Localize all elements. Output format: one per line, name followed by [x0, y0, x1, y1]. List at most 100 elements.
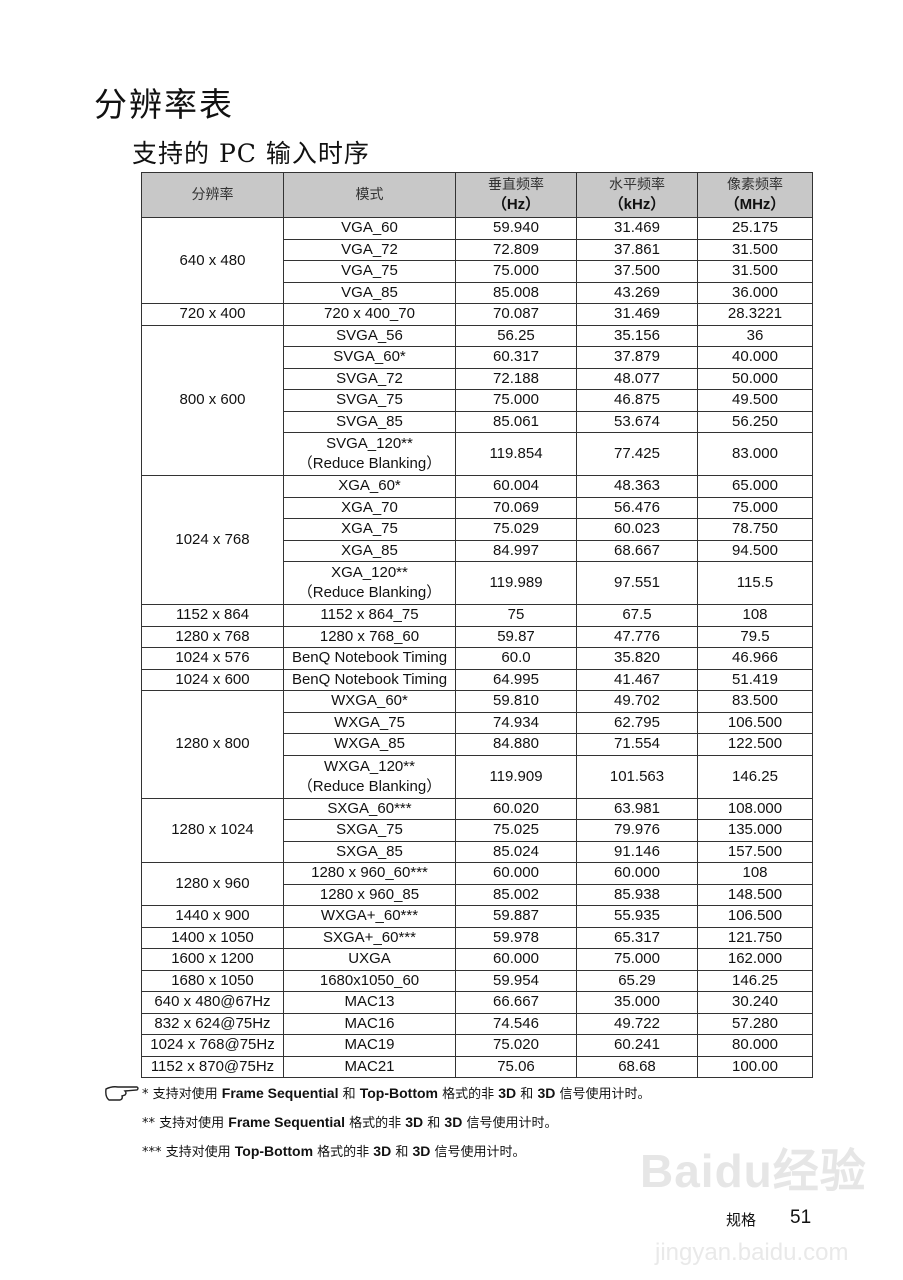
horizontal-freq-cell: 41.467	[576, 668, 698, 691]
horizontal-freq-cell: 68.68	[576, 1055, 698, 1078]
horizontal-freq-cell: 56.476	[576, 496, 698, 519]
footnote-segment: 信号使用计时。	[555, 1087, 651, 1102]
vertical-freq-cell: 60.000	[455, 948, 577, 971]
horizontal-freq-cell: 97.551	[576, 561, 698, 605]
resolution-cell: 1280 x 960	[141, 862, 284, 906]
mode-cell: XGA_120** （Reduce Blanking）	[283, 561, 456, 605]
mode-cell: 1152 x 864_75	[283, 604, 456, 627]
vertical-freq-cell: 56.25	[455, 324, 577, 347]
vertical-freq-cell: 85.024	[455, 840, 577, 863]
footnote-segment: 3D	[498, 1085, 517, 1101]
footnote-segment: Frame Sequential	[228, 1114, 345, 1130]
table-row: 1152 x 870@75Hz MAC21 75.06 68.68 100.00	[141, 1055, 813, 1078]
horizontal-freq-cell: 48.363	[576, 475, 698, 498]
pixel-freq-cell: 31.500	[697, 238, 813, 261]
resolution-cell: 640 x 480@67Hz	[141, 991, 284, 1014]
footnote-segment: ** 支持对使用	[142, 1116, 229, 1131]
horizontal-freq-cell: 62.795	[576, 711, 698, 734]
resolution-cell: 832 x 624@75Hz	[141, 1012, 284, 1035]
horizontal-freq-cell: 49.702	[576, 690, 698, 713]
table-row: 720 x 400 720 x 400_70 70.087 31.469 28.3221	[141, 303, 813, 326]
horizontal-freq-cell: 79.976	[576, 819, 698, 842]
horizontal-freq-cell: 53.674	[576, 410, 698, 433]
pixel-freq-cell: 79.5	[697, 625, 813, 648]
vertical-freq-cell: 59.810	[455, 690, 577, 713]
vertical-freq-cell: 119.909	[455, 754, 577, 799]
vertical-freq-cell: 84.997	[455, 539, 577, 562]
pixel-freq-cell: 31.500	[697, 260, 813, 283]
content: 分辨率 模式 垂直频率 （Hz） 水平频率 （kHz） 像素频率 （MHz） 640 x 48…	[104, 172, 864, 1169]
pixel-freq-cell: 78.750	[697, 518, 813, 541]
vertical-freq-cell: 75.000	[455, 389, 577, 412]
mode-cell: VGA_85	[283, 281, 456, 304]
mode-cell: WXGA_85	[283, 733, 456, 756]
vertical-freq-cell: 75.020	[455, 1034, 577, 1057]
vertical-freq-cell: 74.546	[455, 1012, 577, 1035]
footnote-segment: 和	[338, 1087, 360, 1102]
pixel-freq-cell: 46.966	[697, 647, 813, 670]
resolution-cell: 1024 x 576	[141, 647, 284, 670]
footnote-segment: 和	[423, 1116, 445, 1131]
table-row: XGA_70 70.069 56.476 75.000	[142, 496, 813, 519]
resolution-cell: 1024 x 768	[141, 475, 284, 605]
pixel-freq-cell: 121.750	[697, 926, 813, 949]
horizontal-freq-cell: 91.146	[576, 840, 698, 863]
table-row: 1024 x 768@75Hz MAC19 75.020 60.241 80.000	[141, 1034, 813, 1057]
vertical-freq-cell: 74.934	[455, 711, 577, 734]
mode-cell: XGA_85	[283, 539, 456, 562]
footnote-segment: Top-Bottom	[359, 1085, 438, 1101]
horizontal-freq-cell: 31.469	[576, 303, 698, 326]
footnote-segment: 3D	[373, 1143, 392, 1159]
pixel-freq-cell: 56.250	[697, 410, 813, 433]
footnote-segment: Top-Bottom	[234, 1143, 314, 1159]
footnote: * 支持对使用 Frame Sequential 和 Top-Bottom 格式…	[142, 1082, 864, 1106]
table-row: VGA_85 85.008 43.269 36.000	[142, 281, 813, 304]
horizontal-freq-cell: 75.000	[576, 948, 698, 971]
column-header-label: 分辨率	[191, 187, 234, 203]
mode-cell: SVGA_75	[283, 389, 456, 412]
vertical-freq-cell: 59.978	[455, 926, 577, 949]
resolution-cell: 1280 x 1024	[141, 797, 284, 863]
pixel-freq-cell: 148.500	[697, 883, 813, 906]
mode-cell: MAC16	[283, 1012, 456, 1035]
table-row: 1280 x 960 1280 x 960_60*** 60.000 60.000 10…	[141, 862, 813, 906]
horizontal-freq-cell: 85.938	[576, 883, 698, 906]
table-row: SXGA_85 85.024 91.146 157.500	[142, 840, 813, 863]
mode-cell: SVGA_56	[283, 324, 456, 347]
vertical-freq-cell: 85.002	[455, 883, 577, 906]
pixel-freq-cell: 108	[697, 862, 813, 885]
vertical-freq-cell: 119.989	[455, 561, 577, 605]
table-row: 800 x 600 SVGA_56 56.25 35.156 36	[141, 324, 813, 476]
column-header-label: 垂直频率	[488, 177, 544, 193]
resolution-cell: 1152 x 870@75Hz	[141, 1055, 284, 1078]
table-row: SVGA_85 85.061 53.674 56.250	[142, 410, 813, 433]
vertical-freq-cell: 59.887	[455, 905, 577, 928]
horizontal-freq-cell: 31.469	[576, 217, 698, 240]
table-row: 1280 x 1024 SXGA_60*** 60.020 63.981 108.000	[141, 797, 813, 863]
vertical-freq-cell: 75.029	[455, 518, 577, 541]
mode-cell: SXGA_85	[283, 840, 456, 863]
pixel-freq-cell: 51.419	[697, 668, 813, 691]
column-header: 垂直频率 （Hz）	[455, 172, 577, 218]
table-row: 1600 x 1200 UXGA 60.000 75.000 162.000	[141, 948, 813, 971]
table-row: XGA_85 84.997 68.667 94.500	[142, 539, 813, 562]
horizontal-freq-cell: 37.500	[576, 260, 698, 283]
column-header: 模式	[283, 172, 456, 218]
horizontal-freq-cell: 35.156	[576, 324, 698, 347]
horizontal-freq-cell: 101.563	[576, 754, 698, 799]
table-row: SVGA_120** （Reduce Blanking） 119.854 77.42…	[142, 432, 813, 476]
mode-cell: XGA_60*	[283, 475, 456, 498]
pixel-freq-cell: 30.240	[697, 991, 813, 1014]
mode-cell: VGA_72	[283, 238, 456, 261]
vertical-freq-cell: 64.995	[455, 668, 577, 691]
mode-cell: 1280 x 960_85	[283, 883, 456, 906]
mode-cell: VGA_60	[283, 217, 456, 240]
footnote-segment: 3D	[405, 1114, 424, 1130]
horizontal-freq-cell: 35.000	[576, 991, 698, 1014]
page-number: 51	[790, 1207, 812, 1228]
horizontal-freq-cell: 60.023	[576, 518, 698, 541]
vertical-freq-cell: 75.000	[455, 260, 577, 283]
pixel-freq-cell: 28.3221	[697, 303, 813, 326]
vertical-freq-cell: 59.940	[455, 217, 577, 240]
mode-cell: SVGA_120** （Reduce Blanking）	[283, 432, 456, 476]
